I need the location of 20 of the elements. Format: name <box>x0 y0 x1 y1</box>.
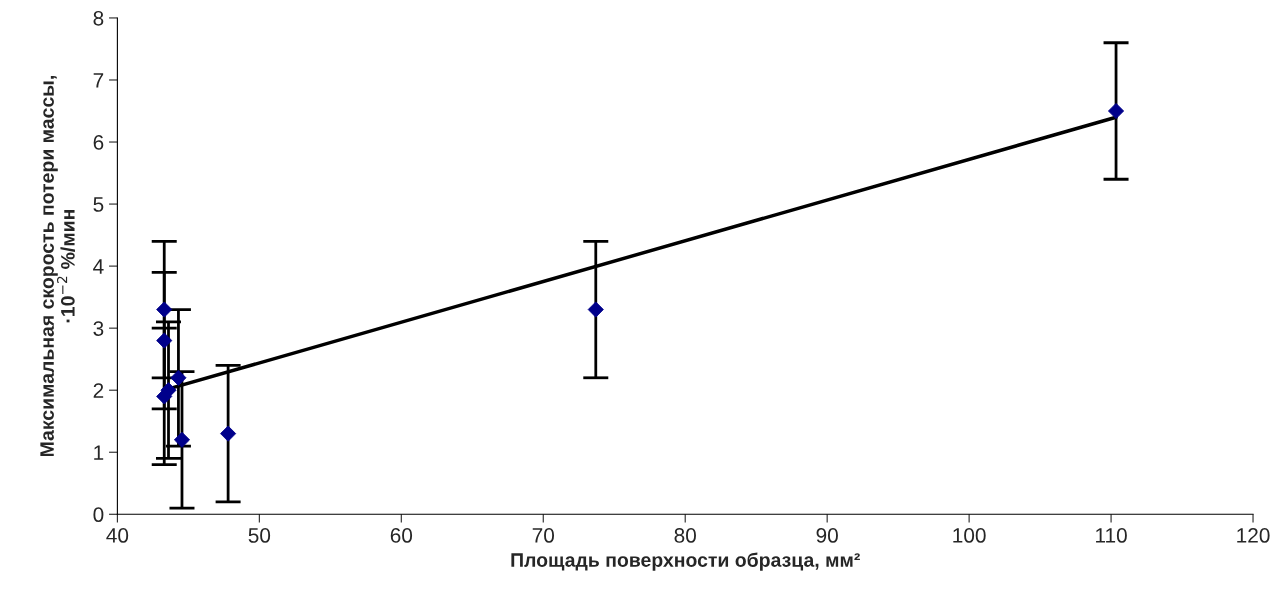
x-tick-label: 60 <box>390 528 413 543</box>
x-tick-label: 100 <box>953 528 986 543</box>
y-tick-label: 0 <box>93 507 104 523</box>
x-tick-label: 80 <box>674 528 696 543</box>
x-tick-label: 120 <box>1237 528 1270 543</box>
x-tick-label: 70 <box>532 528 555 543</box>
x-tick-label: 50 <box>248 528 271 543</box>
x-tick-label: 110 <box>1096 528 1127 543</box>
y-axis-title: Максимальная скорость потери массы, ·10$^{−2}$ %/мин <box>40 76 75 457</box>
y-tick-label: 3 <box>93 321 104 336</box>
y-tick-label: 1 <box>94 445 104 460</box>
y-tick-label: 2 <box>93 383 104 398</box>
y-tick-label: 7 <box>93 73 104 88</box>
y-tick-label: 5 <box>93 197 104 212</box>
y-tick-label: 8 <box>93 10 104 26</box>
x-tick-label: 90 <box>816 528 838 543</box>
y-tick-label: 6 <box>93 135 104 150</box>
y-tick-label: 4 <box>93 259 104 274</box>
x-tick-label: 40 <box>106 528 129 543</box>
x-axis-title: Площадь поверхности образца, мм² <box>511 552 860 571</box>
